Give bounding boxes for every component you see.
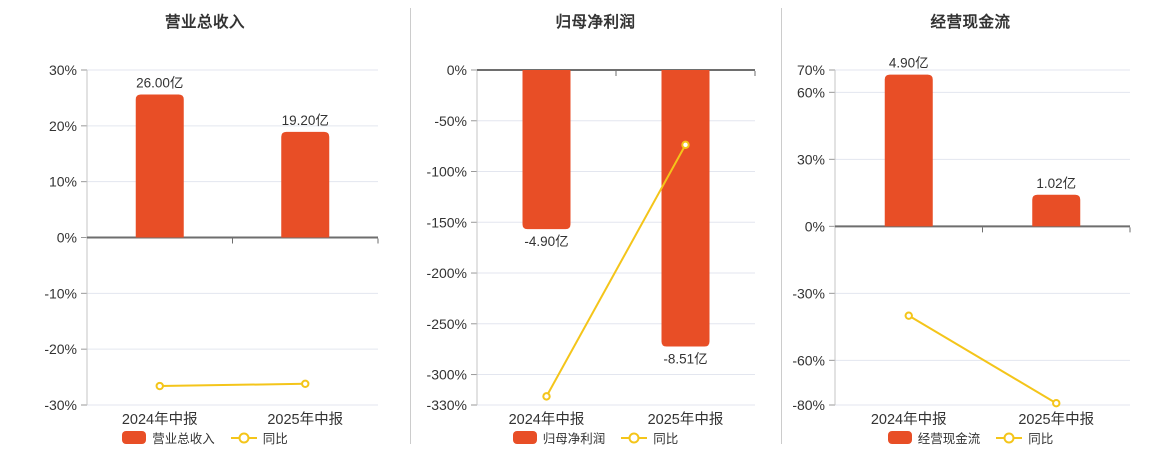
bar-swatch-icon bbox=[122, 431, 147, 444]
chart-title-revenue: 营业总收入 bbox=[164, 14, 245, 31]
yoy-line bbox=[545, 144, 687, 397]
legend-item-bar-series[interactable]: 经营现金流 bbox=[887, 428, 981, 447]
legend-item-line-series[interactable]: 同比 bbox=[996, 428, 1053, 447]
bar-2025[interactable] bbox=[1032, 194, 1081, 227]
line-marker-icon bbox=[621, 432, 648, 443]
legend-bar-label: 经营现金流 bbox=[917, 432, 981, 446]
chart-title-net-profit: 归母净利润 bbox=[555, 14, 636, 31]
panel-cash-flow: 70% 60% 30% 0% -30% -60% -80% 4.90亿 1.02亿 2024年中报… bbox=[781, 0, 1160, 450]
bar-2025[interactable] bbox=[281, 131, 330, 238]
panel-divider bbox=[781, 8, 782, 444]
line-marker-circle-icon bbox=[628, 432, 640, 443]
legend-line-label: 同比 bbox=[653, 432, 679, 446]
legend-line-label: 同比 bbox=[262, 432, 288, 446]
y-tick-label: -10% bbox=[44, 285, 77, 301]
y-tick-label: 10% bbox=[49, 174, 77, 190]
bar-value-label: 4.90亿 bbox=[889, 56, 929, 71]
y-tick-label: -50% bbox=[434, 113, 467, 129]
bar-swatch-icon bbox=[512, 431, 537, 444]
legend-cash-flow: 经营现金流 同比 bbox=[781, 428, 1160, 447]
y-tick-label: -30% bbox=[44, 397, 77, 413]
bar-swatch-icon bbox=[887, 431, 912, 444]
y-tick-label: -20% bbox=[44, 341, 77, 357]
y-tick-label: 30% bbox=[797, 151, 825, 167]
y-tick-label: 0% bbox=[447, 62, 467, 78]
yoy-point-2024[interactable] bbox=[155, 381, 164, 391]
bar-value-label: 19.20亿 bbox=[282, 113, 329, 128]
bar-value-label: 1.02亿 bbox=[1036, 176, 1076, 191]
y-tick-label: -60% bbox=[792, 352, 825, 368]
bar-value-label: -4.90亿 bbox=[524, 234, 568, 249]
yoy-line bbox=[908, 314, 1057, 405]
panel-revenue: 30% 20% 10% 0% -10% -20% -30% 26.00亿 19.20亿 2024年… bbox=[0, 0, 410, 450]
line-marker-circle-icon bbox=[238, 432, 250, 443]
y-tick-label: -80% bbox=[792, 397, 825, 413]
y-tick-label: -300% bbox=[427, 367, 467, 383]
legend-revenue: 营业总收入 同比 bbox=[0, 428, 410, 447]
legend-item-bar-series[interactable]: 归母净利润 bbox=[512, 428, 606, 447]
y-tick-label: -30% bbox=[792, 285, 825, 301]
y-tick-label: 0% bbox=[805, 218, 825, 234]
yoy-point-2025[interactable] bbox=[301, 379, 310, 388]
y-tick-label: 30% bbox=[49, 62, 77, 78]
y-tick-label: -330% bbox=[427, 397, 467, 413]
y-tick-label: 0% bbox=[57, 230, 77, 246]
legend-line-label: 同比 bbox=[1028, 432, 1054, 446]
legend-bar-label: 营业总收入 bbox=[152, 432, 215, 446]
y-tick-label: 70% bbox=[797, 62, 825, 78]
x-category-label: 2025年中报 bbox=[1018, 411, 1094, 428]
panel-net-profit: 0% -50% -100% -150% -200% -250% -300% -330% -4.9… bbox=[410, 0, 781, 450]
x-category-label: 2024年中报 bbox=[871, 411, 947, 428]
legend-item-line-series[interactable]: 同比 bbox=[621, 428, 678, 447]
yoy-point-2025[interactable] bbox=[681, 140, 690, 150]
bar-2024[interactable] bbox=[884, 74, 933, 227]
x-category-label: 2024年中报 bbox=[122, 411, 198, 428]
bar-value-label: -8.51亿 bbox=[663, 351, 707, 366]
line-marker-icon bbox=[996, 432, 1023, 443]
panel-divider bbox=[410, 8, 411, 444]
legend-net-profit: 归母净利润 同比 bbox=[410, 428, 781, 447]
line-marker-circle-icon bbox=[1003, 432, 1015, 443]
yoy-line bbox=[159, 382, 306, 388]
yoy-point-2024[interactable] bbox=[542, 392, 551, 401]
y-tick-label: -200% bbox=[427, 265, 467, 281]
yoy-point-2024[interactable] bbox=[904, 311, 913, 320]
line-marker-icon bbox=[230, 432, 257, 443]
legend-bar-label: 归母净利润 bbox=[542, 432, 606, 446]
x-category-label: 2024年中报 bbox=[509, 411, 585, 428]
bar-2025[interactable] bbox=[661, 70, 710, 347]
yoy-point-2025[interactable] bbox=[1052, 399, 1061, 408]
net-profit-chart-plot: 0% -50% -100% -150% -200% -250% -300% -330% -4.9… bbox=[427, 62, 756, 428]
legend-item-line-series[interactable]: 同比 bbox=[230, 428, 288, 447]
y-tick-label: -250% bbox=[427, 316, 467, 332]
y-tick-label: -100% bbox=[427, 164, 467, 180]
bar-2024[interactable] bbox=[135, 94, 184, 238]
y-tick-label: -150% bbox=[427, 214, 467, 230]
cash-flow-chart-plot: 70% 60% 30% 0% -30% -60% -80% 4.90亿 1.02亿 2024年中报… bbox=[792, 56, 1131, 428]
x-category-label: 2025年中报 bbox=[648, 411, 724, 428]
chart-title-cash-flow: 经营现金流 bbox=[930, 14, 1011, 31]
bar-2024[interactable] bbox=[522, 70, 571, 230]
x-category-label: 2025年中报 bbox=[267, 411, 343, 428]
revenue-chart-plot: 30% 20% 10% 0% -10% -20% -30% 26.00亿 19.20亿 2024年… bbox=[44, 62, 379, 428]
bar-value-label: 26.00亿 bbox=[136, 76, 183, 91]
y-tick-label: 60% bbox=[797, 84, 825, 100]
y-tick-label: 20% bbox=[49, 118, 77, 134]
legend-item-bar-series[interactable]: 营业总收入 bbox=[122, 428, 215, 447]
